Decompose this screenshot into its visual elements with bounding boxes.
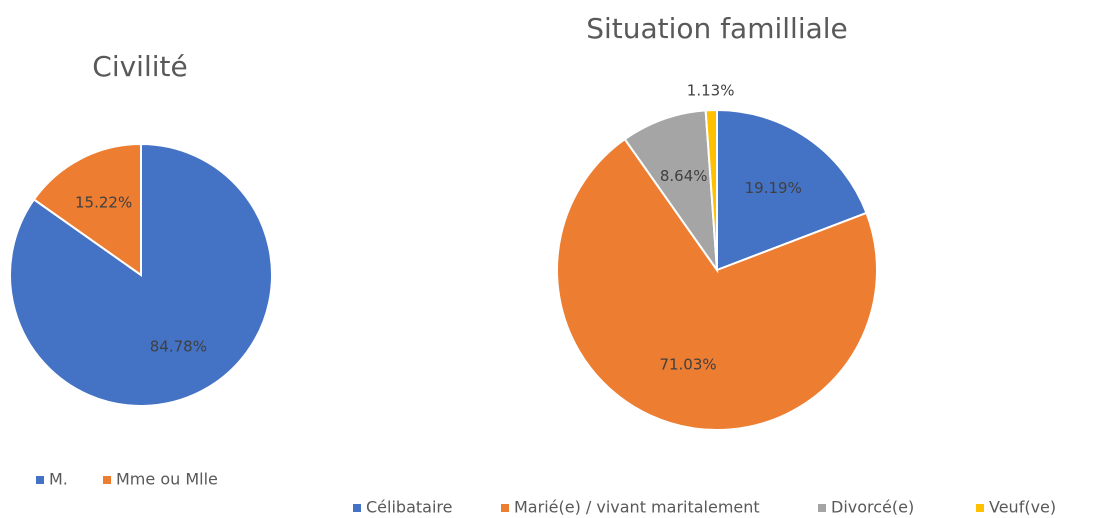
legend-swatch [353,504,361,512]
data-label: 71.03% [659,355,716,373]
data-label: 19.19% [745,179,802,197]
data-label: 15.22% [75,193,132,211]
legend-swatch [36,476,44,484]
legend-label: Mme ou Mlle [116,470,218,489]
legend-label: M. [49,470,68,489]
legend-swatch [818,504,826,512]
chart-title: Civilité [92,50,187,83]
legend-label: Marié(e) / vivant maritalement [514,498,760,517]
legend-label: Célibataire [366,498,452,517]
legend-label: Veuf(ve) [989,498,1056,517]
data-label: 84.78% [150,338,207,356]
legend-swatch [501,504,509,512]
legend-swatch [976,504,984,512]
pie-slice [704,108,718,271]
pie-slice [556,137,878,431]
data-label: 8.64% [660,167,708,185]
data-label: 1.13% [687,81,735,99]
pie-slice [32,142,142,277]
legend-label: Divorcé(e) [831,498,914,517]
pie-slice [623,109,719,274]
pie-slice [716,108,868,272]
legend-swatch [103,476,111,484]
chart-title: Situation familliale [586,12,848,45]
